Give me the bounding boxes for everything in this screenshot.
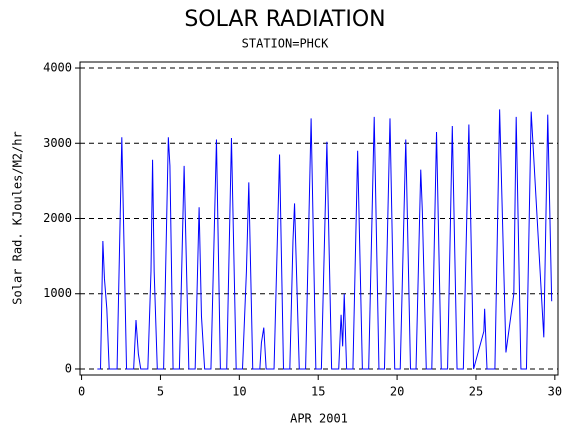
x-tick-label: 10 xyxy=(232,385,246,399)
y-tick-label: 4000 xyxy=(43,61,72,75)
data-line xyxy=(97,109,553,370)
y-axis-label: Solar Rad. KJoules/M2/hr xyxy=(11,131,25,304)
y-tick-label: 3000 xyxy=(43,136,72,150)
x-tick-label: 25 xyxy=(469,385,483,399)
x-axis-label: APR 2001 xyxy=(290,412,348,426)
chart-subtitle: STATION=PHCK xyxy=(242,37,329,51)
y-tick-label: 1000 xyxy=(43,286,72,300)
x-tick-label: 30 xyxy=(548,385,562,399)
x-tick-label: 15 xyxy=(311,385,325,399)
x-tick-label: 5 xyxy=(157,385,164,399)
chart-title: SOLAR RADIATION xyxy=(184,7,385,32)
y-tick-label: 2000 xyxy=(43,211,72,225)
x-tick-label: 20 xyxy=(390,385,404,399)
x-tick-label: 0 xyxy=(78,385,85,399)
y-tick-label: 0 xyxy=(65,361,72,375)
